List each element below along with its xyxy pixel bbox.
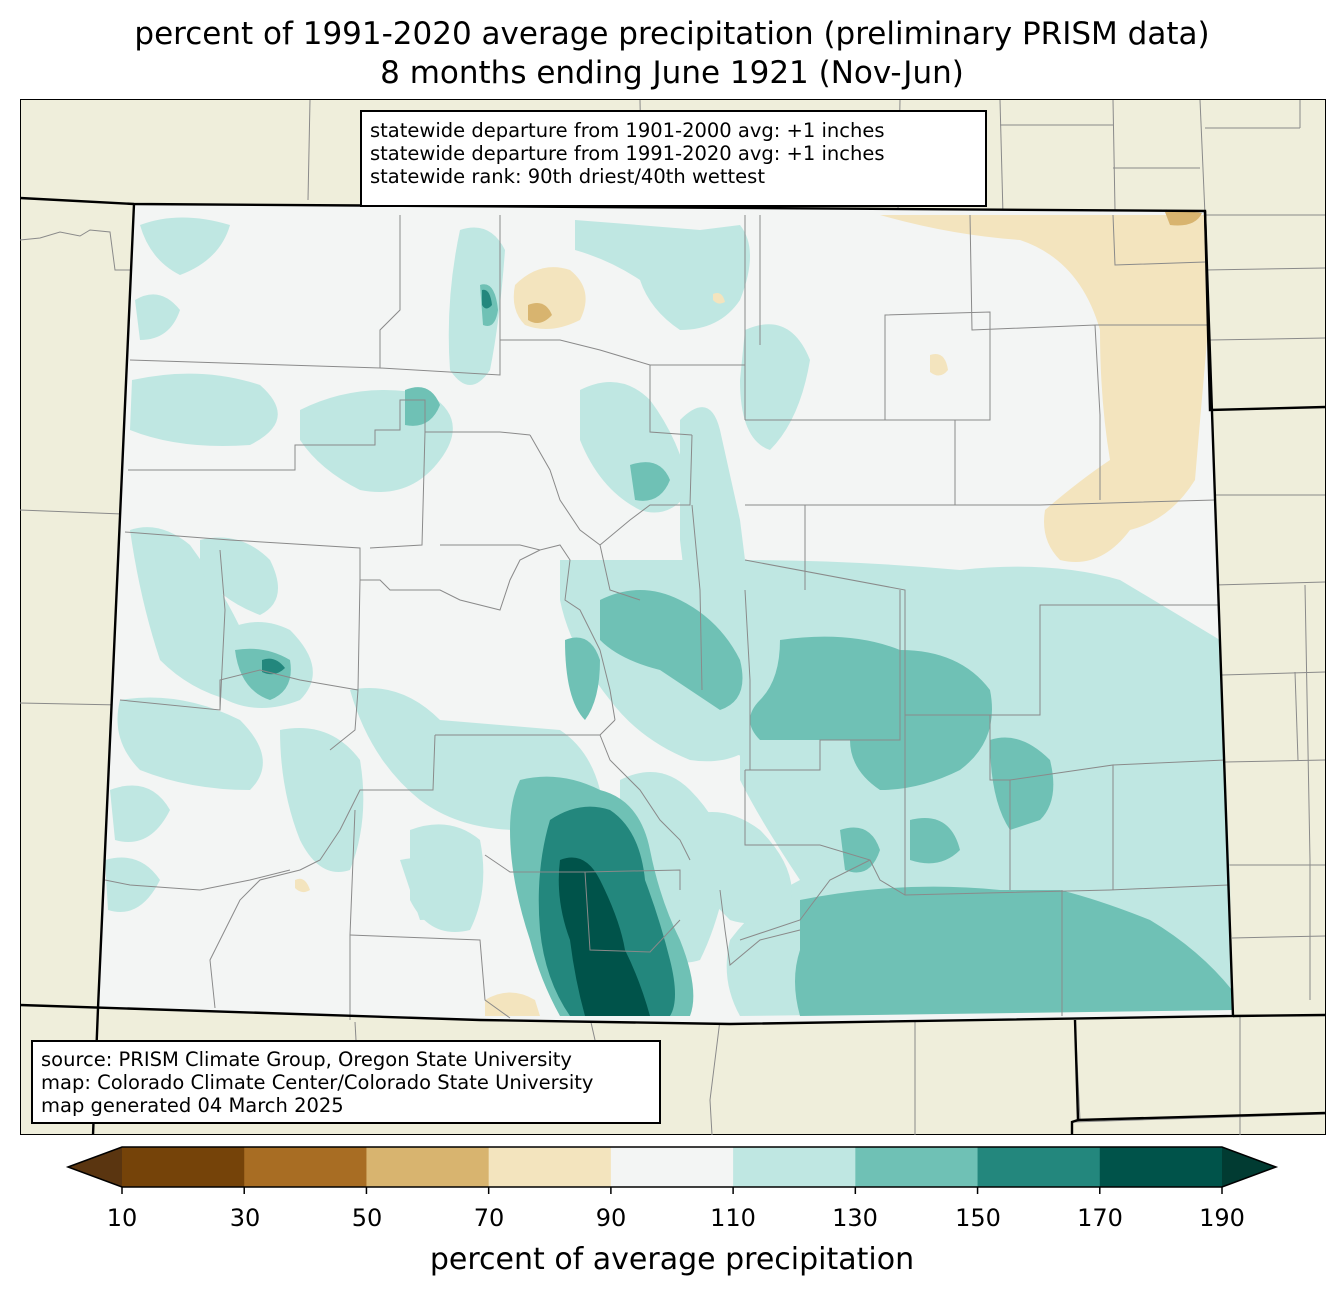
colorbar-tick-label: 170 xyxy=(1077,1204,1123,1232)
colorbar-segment xyxy=(1099,1147,1223,1187)
colorbar-tick-label: 150 xyxy=(955,1204,1001,1232)
precipitation-map xyxy=(20,99,1326,1135)
stats-line-rank: statewide rank: 90th driest/40th wettest xyxy=(370,165,765,188)
stats-line-1901-2000: statewide departure from 1901-2000 avg: … xyxy=(370,119,885,142)
colorbar-tick-label: 10 xyxy=(106,1204,138,1232)
colorbar-segment xyxy=(855,1147,979,1187)
colorbar-label: percent of average precipitation xyxy=(429,1242,915,1277)
colorbar-tick-label: 110 xyxy=(710,1204,756,1232)
colorbar-segment xyxy=(366,1147,490,1187)
source-line-generated: map generated 04 March 2025 xyxy=(41,1094,344,1117)
colorbar-segment xyxy=(610,1147,734,1187)
colorbar-segment xyxy=(733,1147,856,1187)
colorbar-extend-high xyxy=(1222,1147,1276,1187)
source-box: source: PRISM Climate Group, Oregon Stat… xyxy=(31,1040,661,1124)
county-lines xyxy=(104,214,1229,1020)
colorbar-tick-label: 70 xyxy=(473,1204,505,1232)
source-line-prism: source: PRISM Climate Group, Oregon Stat… xyxy=(41,1048,572,1071)
colorbar-tick-label: 30 xyxy=(229,1204,261,1232)
precipitation-field xyxy=(105,211,1232,1016)
colorbar xyxy=(65,1146,1279,1194)
colorbar-tick-label: 130 xyxy=(832,1204,878,1232)
stats-line-1991-2020: statewide departure from 1991-2020 avg: … xyxy=(370,142,885,165)
colorbar-extend-low xyxy=(68,1147,122,1187)
colorbar-segment xyxy=(244,1147,367,1187)
statewide-stats-box: statewide departure from 1901-2000 avg: … xyxy=(360,110,987,207)
colorbar-tick-label: 190 xyxy=(1199,1204,1245,1232)
map-subtitle: 8 months ending June 1921 (Nov-Jun) xyxy=(380,55,964,91)
colorbar-tick-label: 50 xyxy=(351,1204,383,1232)
map-title: percent of 1991-2020 average precipitati… xyxy=(134,16,1210,52)
source-line-map: map: Colorado Climate Center/Colorado St… xyxy=(41,1071,594,1094)
colorbar-segment xyxy=(977,1147,1101,1187)
colorbar-segment xyxy=(488,1147,612,1187)
colorbar-tick-label: 90 xyxy=(595,1204,627,1232)
colorbar-segment xyxy=(122,1147,245,1187)
